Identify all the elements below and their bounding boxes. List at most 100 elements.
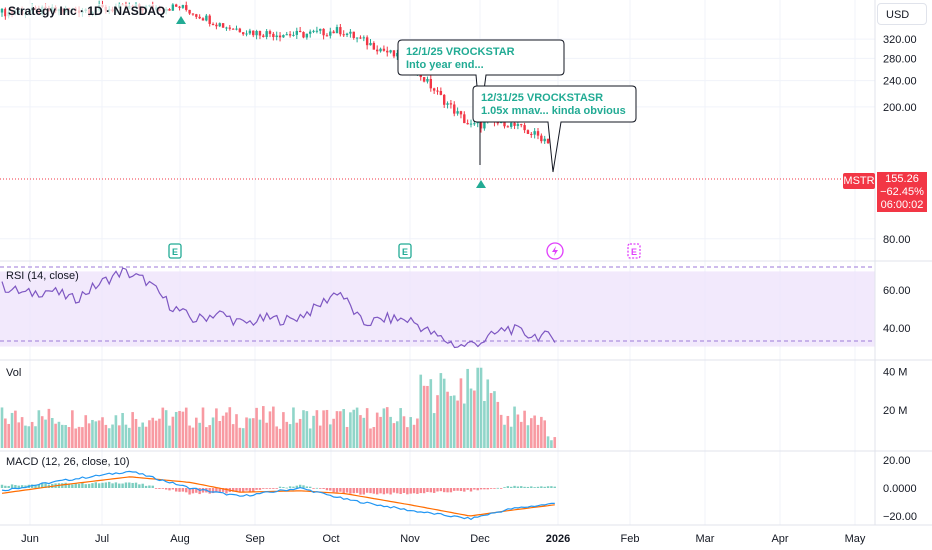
candle xyxy=(175,3,178,7)
macd-histogram-bar xyxy=(265,488,268,489)
macd-histogram-bar xyxy=(37,484,41,488)
volume-bar xyxy=(329,424,332,448)
dividend-label: E xyxy=(631,247,637,257)
volume-bar xyxy=(24,425,27,448)
volume-axis[interactable]: 40 M 20 M xyxy=(883,367,907,417)
volume-bar xyxy=(442,378,446,448)
candle-body xyxy=(221,23,225,28)
candle xyxy=(355,37,359,43)
macd-histogram-bar xyxy=(419,488,422,494)
macd-histogram-bar xyxy=(456,488,459,491)
volume-bar xyxy=(456,400,459,448)
macd-histogram-bar xyxy=(443,488,446,493)
macd-histogram-bar xyxy=(369,488,372,494)
macd-histogram-bar xyxy=(151,485,154,488)
macd-histogram-bar xyxy=(526,486,530,488)
volume-bar xyxy=(161,407,165,448)
volume-bar xyxy=(171,416,175,448)
volume-bar xyxy=(27,426,31,448)
candle-body xyxy=(228,27,231,29)
macd-histogram-bar xyxy=(198,488,201,495)
macd-histogram-bar xyxy=(325,488,329,491)
candle xyxy=(345,32,349,38)
countdown-label: 06:00:02 xyxy=(877,199,927,212)
candle xyxy=(543,135,546,144)
volume-bar xyxy=(114,415,118,448)
candle-body xyxy=(382,48,386,51)
macd-histogram-bar xyxy=(114,482,118,488)
macd-histogram-bar xyxy=(362,488,365,495)
candle-body xyxy=(540,135,543,142)
candle xyxy=(422,76,426,83)
earnings-marker[interactable]: E xyxy=(168,243,182,259)
candle-body xyxy=(523,125,526,131)
macd-histogram-bar xyxy=(138,484,141,488)
candle-body xyxy=(362,37,365,39)
candle xyxy=(342,30,345,37)
volume-bar xyxy=(543,420,546,448)
callout-2[interactable]: 12/31/25 VROCKSTASR 1.05x mnav... kinda … xyxy=(472,85,637,173)
split-marker[interactable] xyxy=(546,242,564,260)
macd-axis[interactable]: 20.00 0.0000 −20.00 xyxy=(883,455,917,523)
candle xyxy=(278,32,282,42)
volume-tick-label: 20 M xyxy=(883,405,907,417)
volume-bar xyxy=(305,411,309,448)
macd-histogram-bar xyxy=(101,482,104,488)
macd-title: MACD (12, 26, close, 10) xyxy=(6,456,130,468)
candle xyxy=(443,94,446,108)
candle-body xyxy=(305,33,309,38)
volume-bar xyxy=(429,379,433,448)
candle-body xyxy=(312,30,315,32)
candle-body xyxy=(459,111,463,115)
macd-histogram-bar xyxy=(154,488,158,489)
candle-body xyxy=(329,31,332,36)
candle xyxy=(339,23,342,37)
earnings-marker[interactable]: E xyxy=(398,243,412,259)
volume-bar xyxy=(536,424,540,448)
candle-body xyxy=(268,31,272,34)
volume-bar xyxy=(262,406,265,448)
candle-body xyxy=(292,34,295,36)
currency-button[interactable]: USD xyxy=(877,3,927,25)
candle xyxy=(235,25,238,31)
price-axis[interactable]: 320.00 280.00 240.00 200.00 80.00 xyxy=(883,34,917,246)
volume-bar xyxy=(251,418,255,448)
candle xyxy=(185,1,188,12)
macd-histogram-bar xyxy=(530,486,533,488)
rsi-tick-label: 40.00 xyxy=(883,323,911,335)
time-axis[interactable]: Jun Jul Aug Sep Oct Nov Dec 2026 Feb Mar Apr May xyxy=(21,533,866,545)
symbol-title[interactable]: Strategy Inc · 1D · NASDAQ xyxy=(6,4,168,18)
macd-histogram-bar xyxy=(329,488,332,491)
rsi-pane: RSI (14, close) xyxy=(0,266,875,349)
macd-histogram-bar xyxy=(134,482,138,488)
macd-histogram-bar xyxy=(309,486,312,488)
rsi-axis[interactable]: 60.00 40.00 xyxy=(883,285,911,335)
candle-body xyxy=(225,27,228,29)
macd-histogram-bar xyxy=(389,488,392,495)
volume-bar xyxy=(513,406,516,448)
dividend-marker[interactable]: E xyxy=(627,243,641,259)
macd-histogram-bar xyxy=(302,485,305,488)
candle xyxy=(369,39,372,46)
macd-histogram-bar xyxy=(409,488,412,494)
macd-tick-label: 20.00 xyxy=(883,455,911,467)
volume-bar xyxy=(245,417,248,448)
macd-histogram-bar xyxy=(412,488,416,494)
time-tick-label: Oct xyxy=(322,533,339,545)
macd-histogram-bar xyxy=(97,483,101,488)
volume-bar xyxy=(483,400,486,448)
macd-histogram-bar xyxy=(158,488,161,489)
macd-histogram-bar xyxy=(121,483,124,488)
candle xyxy=(530,131,533,138)
candle-body xyxy=(185,5,188,10)
macd-histogram-bar xyxy=(77,483,81,488)
candle-body xyxy=(376,49,379,52)
macd-histogram-bar xyxy=(118,483,121,488)
volume-bar xyxy=(412,424,416,448)
volume-bar xyxy=(258,419,262,448)
candle xyxy=(221,23,225,28)
candle-body xyxy=(285,34,288,36)
candle xyxy=(305,33,309,40)
candle xyxy=(225,26,228,31)
candle-body xyxy=(379,48,382,52)
